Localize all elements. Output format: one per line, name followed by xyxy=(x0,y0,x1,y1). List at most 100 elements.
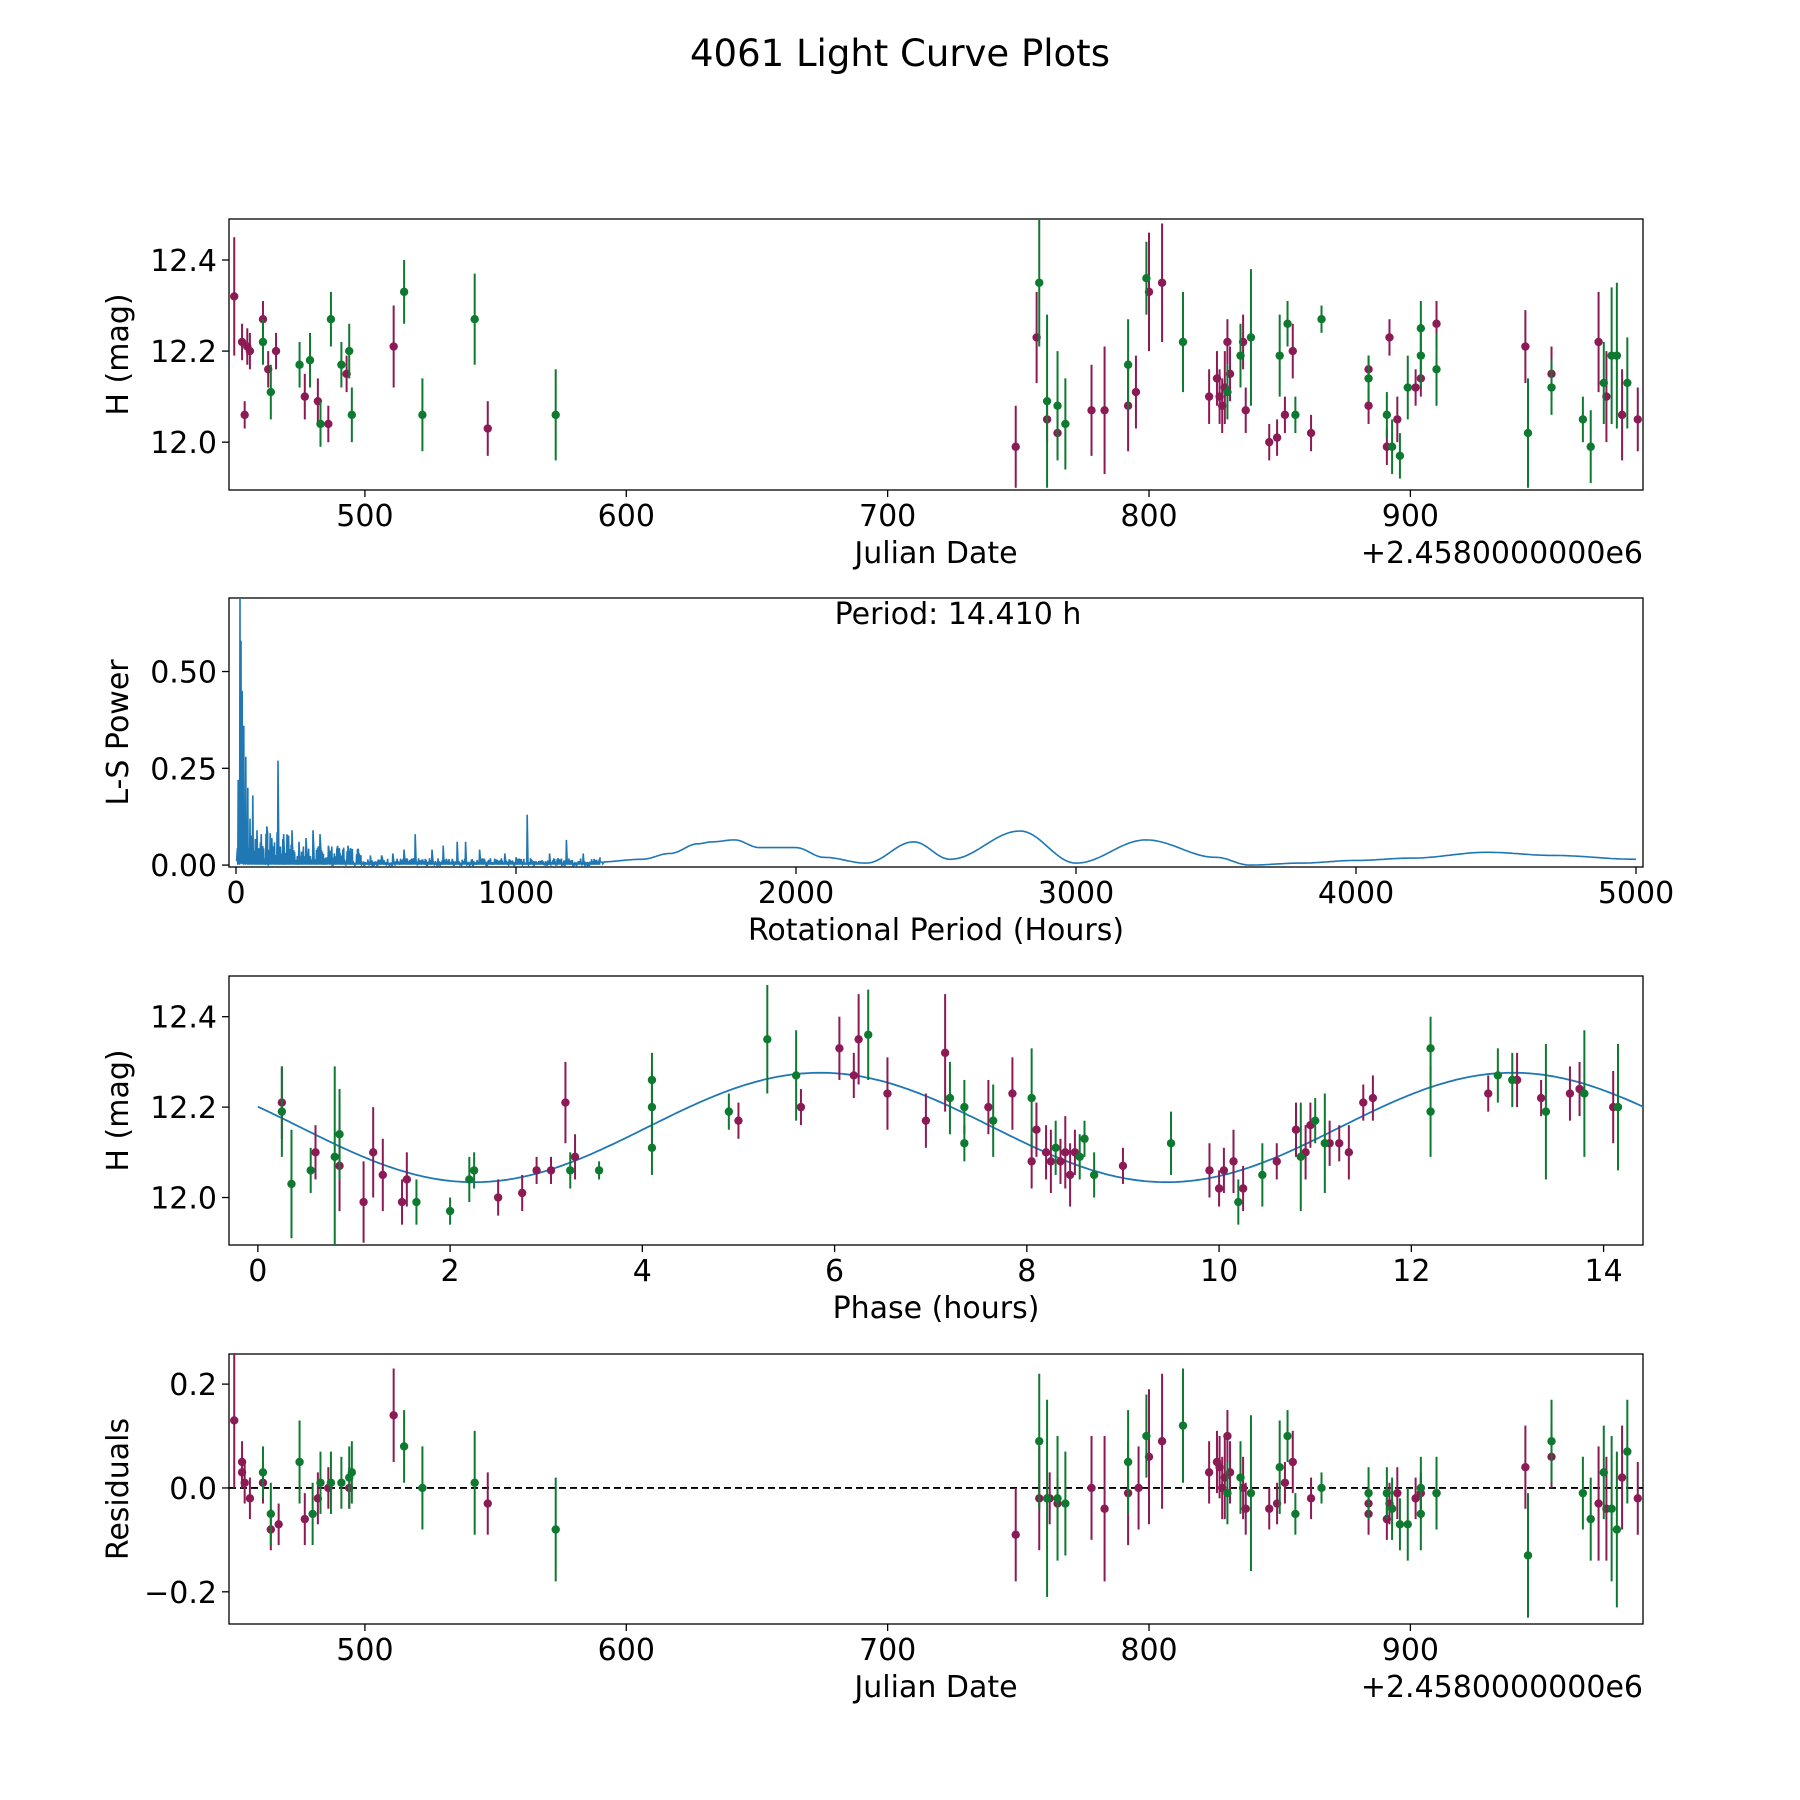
data-point xyxy=(1080,1134,1089,1143)
y-axis-label: L-S Power xyxy=(101,659,136,806)
data-point xyxy=(1578,1488,1588,1498)
data-point xyxy=(1594,337,1603,347)
data-point xyxy=(561,1098,570,1107)
data-point xyxy=(1123,1457,1133,1467)
data-point xyxy=(1275,1462,1284,1472)
data-point xyxy=(347,410,357,420)
data-point xyxy=(835,1044,844,1053)
data-point xyxy=(1541,1107,1551,1116)
data-point xyxy=(1291,1509,1300,1519)
data-point xyxy=(308,1509,317,1519)
data-point xyxy=(763,1035,772,1044)
data-point xyxy=(1393,415,1402,424)
data-point xyxy=(1087,406,1096,415)
data-point xyxy=(1065,1170,1075,1180)
data-point xyxy=(493,1193,503,1202)
axes-frame xyxy=(228,597,1644,868)
series-green xyxy=(258,219,1632,488)
data-point xyxy=(1368,1093,1378,1103)
x-tick-label: 5000 xyxy=(1598,876,1674,911)
period-annotation: Period: 14.410 h xyxy=(835,597,1082,632)
data-point xyxy=(1432,365,1441,374)
data-point xyxy=(324,419,333,429)
x-tick-label: 6 xyxy=(825,1254,844,1289)
data-point xyxy=(418,1483,427,1493)
x-offset-text: +2.4580000000e6 xyxy=(1361,536,1643,571)
y-tick-label: −0.2 xyxy=(144,1576,217,1611)
data-point xyxy=(1056,1157,1065,1166)
x-tick-label: 0 xyxy=(226,876,245,911)
x-tick-label: 700 xyxy=(859,1633,916,1668)
data-point xyxy=(316,1478,325,1487)
data-point xyxy=(1586,442,1595,451)
data-point xyxy=(1041,1148,1051,1157)
data-point xyxy=(277,1107,287,1116)
data-point xyxy=(1306,1494,1316,1503)
data-point xyxy=(883,1089,892,1098)
data-point xyxy=(1565,1089,1575,1098)
data-point xyxy=(469,1166,479,1175)
data-point xyxy=(1032,1125,1041,1134)
y-axis-label: H (mag) xyxy=(101,1049,136,1171)
data-point xyxy=(647,1143,657,1152)
data-point xyxy=(274,1520,283,1529)
data-point xyxy=(345,346,354,356)
data-point xyxy=(551,410,560,420)
data-point xyxy=(1011,1530,1020,1539)
data-point xyxy=(1521,1462,1530,1472)
data-point xyxy=(1042,1494,1052,1503)
data-point xyxy=(960,1139,969,1148)
data-point xyxy=(335,1130,344,1139)
series-green xyxy=(277,985,1623,1245)
periodogram-line xyxy=(235,597,1637,868)
x-tick-label: 900 xyxy=(1382,1633,1439,1668)
data-point xyxy=(1411,1494,1420,1503)
data-point xyxy=(1087,1483,1096,1493)
x-tick-label: 600 xyxy=(598,499,655,534)
data-point xyxy=(445,1206,455,1216)
x-tick-label: 3000 xyxy=(1038,876,1114,911)
data-point xyxy=(1008,1089,1017,1098)
data-point xyxy=(1612,1525,1622,1534)
y-tick-label: 0.2 xyxy=(169,1368,217,1403)
data-point xyxy=(337,1478,346,1487)
data-point xyxy=(791,1071,801,1080)
panel-periodogram: 0 1000 2000 3000 4000 5000 0.00 0.25 0.50 Rotatio… xyxy=(101,597,1674,948)
data-point xyxy=(796,1102,806,1112)
data-point xyxy=(1403,1520,1412,1529)
data-point xyxy=(230,292,239,301)
data-point xyxy=(1426,1044,1435,1053)
y-tick-label: 0.0 xyxy=(169,1472,217,1507)
data-point xyxy=(1178,337,1188,347)
data-point xyxy=(517,1188,527,1198)
data-point xyxy=(724,1107,734,1116)
data-point xyxy=(1594,1499,1603,1508)
data-point xyxy=(1578,415,1588,424)
data-point xyxy=(1223,1488,1232,1498)
data-point xyxy=(1027,1093,1036,1103)
data-point xyxy=(1142,1431,1151,1441)
data-point xyxy=(1364,374,1373,383)
data-point xyxy=(1291,1125,1301,1134)
data-point xyxy=(1118,1161,1128,1171)
data-point xyxy=(1344,1148,1354,1157)
data-point xyxy=(1053,401,1062,410)
x-tick-label: 2 xyxy=(441,1254,460,1289)
data-point xyxy=(1607,1504,1616,1513)
data-point xyxy=(1382,1488,1392,1498)
data-point xyxy=(378,1170,388,1180)
data-point xyxy=(1042,396,1052,406)
data-point xyxy=(295,360,304,369)
data-point xyxy=(1229,1157,1238,1166)
data-point xyxy=(240,410,249,420)
data-point xyxy=(1426,1107,1435,1116)
y-tick-label: 0.50 xyxy=(150,656,217,691)
data-point xyxy=(1395,1520,1405,1529)
data-point xyxy=(1219,1166,1229,1175)
data-point xyxy=(1123,360,1133,369)
data-point xyxy=(1275,351,1284,360)
x-tick-label: 10 xyxy=(1200,1254,1238,1289)
data-point xyxy=(295,1457,304,1467)
data-point xyxy=(1223,337,1232,347)
data-point xyxy=(734,1116,743,1125)
